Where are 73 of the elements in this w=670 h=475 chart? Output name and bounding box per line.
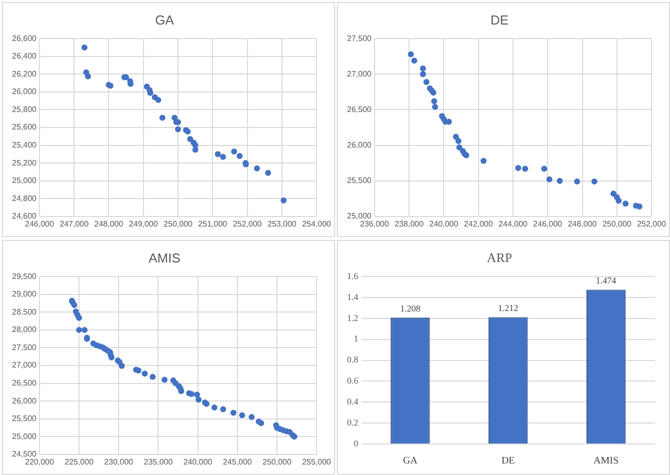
y-tick-label: 24,800 [12, 194, 38, 203]
x-tick-label: 248,000 [94, 219, 124, 228]
y-tick-label: 24,500 [12, 450, 38, 459]
y-tick-label: 26,200 [12, 69, 38, 78]
y-tick-label: 25,200 [12, 158, 38, 168]
y-tick-label: 28,500 [12, 307, 38, 316]
y-tick-label: 1.2 [347, 312, 358, 323]
y-tick-label: 25,000 [12, 432, 38, 441]
x-tick-label: 240,000 [183, 457, 213, 466]
y-tick-label: 28,000 [12, 325, 38, 334]
y-tick-label: 26,000 [347, 140, 372, 150]
y-tick-label: 26,000 [12, 396, 38, 406]
y-tick-label: 29,000 [12, 290, 38, 299]
x-tick-label: 247,000 [60, 219, 90, 228]
y-tick-label: 27,000 [12, 360, 38, 370]
y-tick-label: 27,000 [347, 69, 372, 78]
data-label: 1.474 [596, 276, 617, 286]
data-label: 1.208 [400, 303, 421, 314]
y-tick-label: 26,000 [12, 87, 38, 96]
data-label: 1.212 [498, 303, 518, 314]
x-tick-label: 238,000 [394, 219, 424, 228]
x-tick-label: 245,000 [222, 457, 252, 466]
x-tick-label: 230,000 [104, 457, 134, 466]
y-tick-label: 26,400 [12, 52, 38, 61]
y-tick-label: 26,500 [347, 104, 372, 114]
x-tick-label: 253,000 [267, 219, 297, 228]
chart-title: ARP [486, 250, 512, 266]
y-tick-label: 1 [354, 334, 358, 344]
x-tick-label: 240,000 [429, 219, 459, 228]
y-tick-label: 25,000 [347, 212, 372, 221]
x-tick-label: 235,000 [144, 457, 174, 466]
y-tick-label: 27,500 [12, 342, 38, 352]
y-tick-label: 26,600 [12, 34, 38, 43]
x-tick-label: 246,000 [25, 219, 54, 228]
x-tick-label: 250,000 [602, 219, 632, 228]
x-tick-label: 251,000 [198, 219, 228, 228]
y-tick-label: 27,500 [347, 34, 372, 43]
chart-title: AMIS [148, 250, 181, 266]
y-tick-label: 24,600 [12, 212, 38, 221]
x-tick-label: 255,000 [302, 457, 332, 466]
y-tick-label: 0.6 [347, 376, 359, 386]
x-tick-label: DE [501, 456, 515, 467]
x-tick-label: 252,000 [232, 219, 262, 228]
x-tick-label: 250,000 [262, 457, 292, 466]
y-tick-label: 1.4 [347, 292, 359, 302]
y-tick-label: 29,500 [12, 272, 38, 281]
x-tick-label: 220,000 [25, 457, 54, 466]
y-tick-label: 0.2 [347, 417, 358, 428]
x-tick-label: 225,000 [64, 457, 94, 466]
x-tick-label: 252,000 [637, 219, 667, 228]
y-tick-label: 25,500 [12, 414, 38, 424]
x-tick-label: 254,000 [302, 219, 332, 228]
x-tick-label: 246,000 [533, 219, 563, 228]
y-tick-label: 1.6 [347, 270, 359, 281]
x-tick-label: 248,000 [568, 219, 598, 228]
y-tick-label: 25,500 [347, 176, 372, 186]
x-tick-label: 236,000 [360, 219, 390, 228]
chart-title: DE [490, 12, 509, 28]
y-tick-label: 26,500 [12, 378, 38, 388]
y-tick-label: 0 [354, 438, 359, 448]
y-tick-label: 25,400 [12, 140, 38, 150]
x-tick-label: 242,000 [464, 219, 494, 228]
y-tick-label: 25,800 [12, 104, 38, 114]
y-tick-label: 0.8 [347, 354, 359, 365]
x-tick-label: 250,000 [164, 219, 194, 228]
x-tick-label: 244,000 [498, 219, 528, 228]
x-tick-label: AMIS [594, 456, 619, 467]
x-tick-label: GA [402, 456, 418, 467]
chart-title: GA [155, 12, 174, 28]
y-tick-label: 25,600 [12, 122, 38, 132]
x-tick-label: 249,000 [128, 219, 158, 228]
y-tick-label: 25,000 [12, 176, 38, 186]
y-tick-label: 0.4 [347, 396, 359, 407]
